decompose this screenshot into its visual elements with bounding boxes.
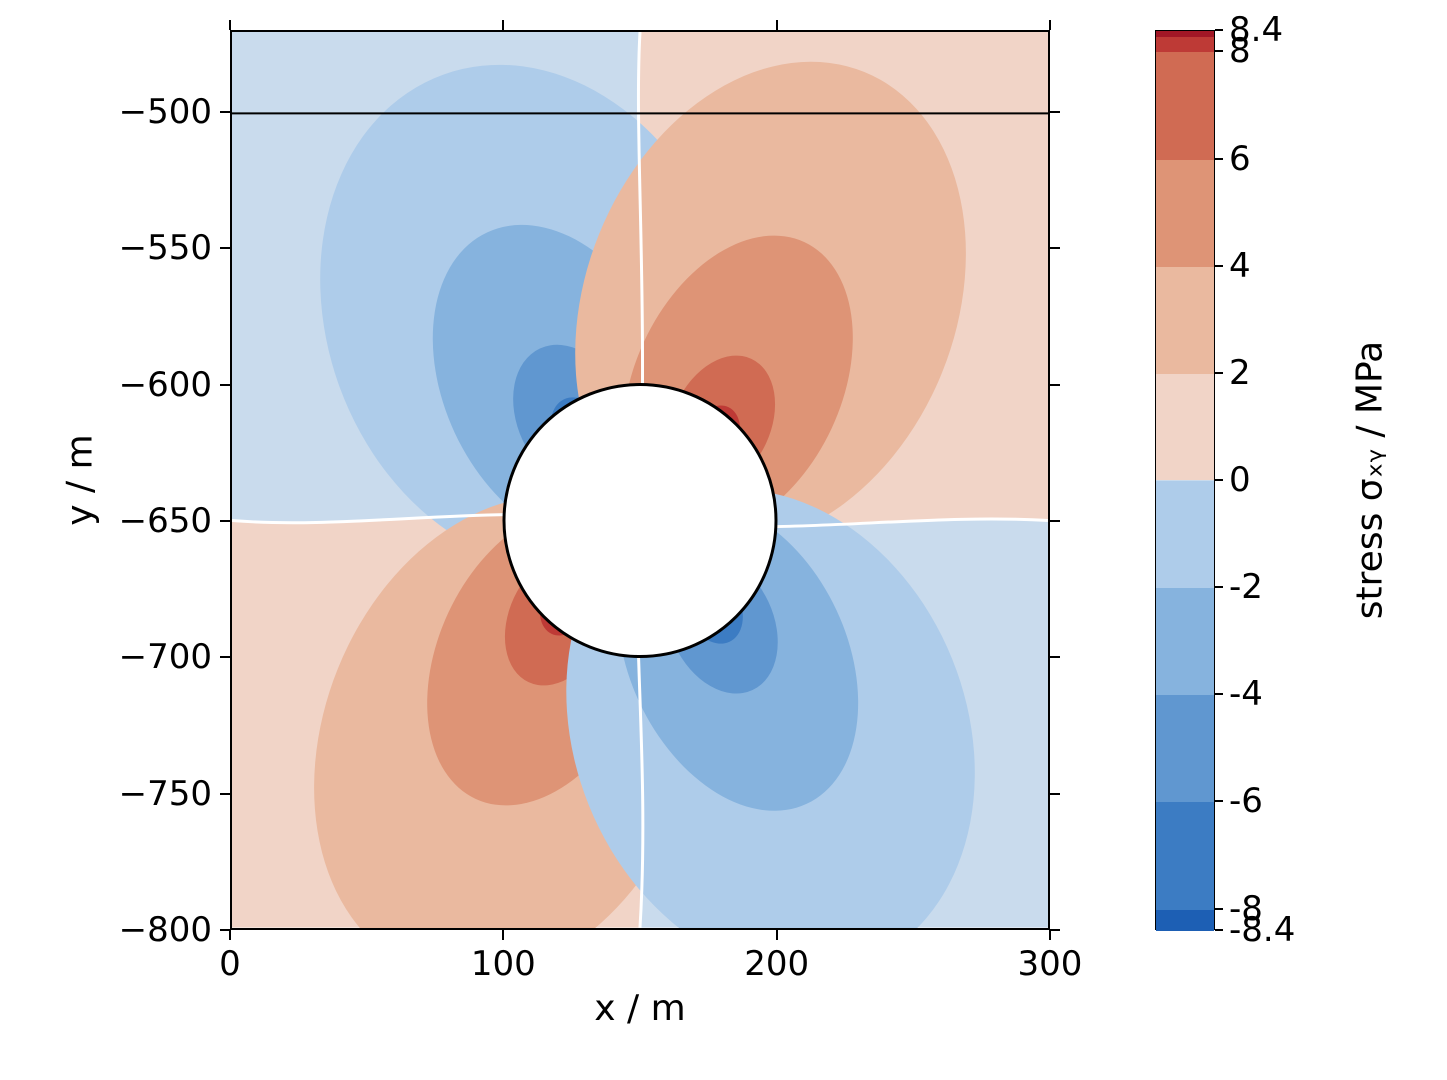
colorbar-tick-label: -2 (1229, 567, 1263, 607)
y-tick-mark (1050, 656, 1060, 658)
y-axis-label: y / m (60, 434, 101, 525)
colorbar-segment (1156, 480, 1214, 481)
x-tick-mark (502, 930, 504, 940)
y-tick-mark (1050, 793, 1060, 795)
colorbar-tick-mark (1215, 586, 1223, 588)
plot-svg (232, 32, 1048, 928)
x-tick-label: 100 (471, 944, 536, 984)
y-tick-label: −550 (119, 228, 212, 268)
y-tick-label: −650 (119, 501, 212, 541)
y-tick-label: −500 (119, 92, 212, 132)
y-tick-mark (1050, 929, 1060, 931)
colorbar-tick-label: -4 (1229, 674, 1263, 714)
colorbar-tick-mark (1215, 693, 1223, 695)
y-tick-mark (220, 656, 230, 658)
colorbar-tick-mark (1215, 29, 1223, 31)
colorbar-tick-mark (1215, 372, 1223, 374)
y-tick-label: −700 (119, 637, 212, 677)
colorbar-tick-label: -8 (1229, 889, 1263, 929)
colorbar-tick-mark (1215, 265, 1223, 267)
x-tick-mark (1049, 20, 1051, 30)
y-tick-mark (1050, 520, 1060, 522)
y-tick-mark (220, 111, 230, 113)
colorbar-tick-mark (1215, 50, 1223, 52)
x-tick-label: 0 (219, 944, 241, 984)
colorbar-tick-label: 2 (1229, 353, 1251, 393)
y-tick-label: −600 (119, 365, 212, 405)
y-tick-mark (220, 247, 230, 249)
y-tick-mark (220, 384, 230, 386)
x-tick-label: 300 (1018, 944, 1083, 984)
colorbar-segment (1156, 481, 1214, 588)
colorbar-tick-label: 0 (1229, 460, 1251, 500)
colorbar-segment (1156, 267, 1214, 374)
colorbar-segment (1156, 31, 1214, 37)
colorbar-segment (1156, 695, 1214, 802)
colorbar-label: stress σₓᵧ / MPa (1350, 341, 1391, 619)
colorbar-segment (1156, 160, 1214, 267)
y-tick-label: −800 (119, 910, 212, 950)
x-tick-mark (776, 930, 778, 940)
y-tick-mark (1050, 384, 1060, 386)
x-tick-mark (229, 20, 231, 30)
hole-circle (504, 385, 776, 657)
y-tick-label: −750 (119, 774, 212, 814)
x-tick-mark (502, 20, 504, 30)
colorbar-tick-label: 4 (1229, 246, 1251, 286)
y-tick-mark (1050, 247, 1060, 249)
colorbar-tick-mark (1215, 929, 1223, 931)
colorbar-tick-mark (1215, 800, 1223, 802)
contour-plot (230, 30, 1050, 930)
y-tick-mark (220, 929, 230, 931)
x-axis-label: x / m (594, 988, 685, 1029)
colorbar (1155, 30, 1215, 930)
colorbar-tick-label: -6 (1229, 781, 1263, 821)
figure: 0100200300 −800−750−700−650−600−550−500 … (0, 0, 1447, 1080)
colorbar-tick-label: 6 (1229, 139, 1251, 179)
x-tick-mark (1049, 930, 1051, 940)
y-tick-mark (220, 520, 230, 522)
colorbar-tick-label: 8.4 (1229, 10, 1283, 50)
x-tick-mark (776, 20, 778, 30)
x-tick-label: 200 (744, 944, 809, 984)
colorbar-tick-mark (1215, 479, 1223, 481)
colorbar-segment (1156, 374, 1214, 481)
y-tick-mark (1050, 111, 1060, 113)
colorbar-tick-mark (1215, 158, 1223, 160)
colorbar-segment (1156, 52, 1214, 159)
colorbar-segment (1156, 802, 1214, 909)
colorbar-segment (1156, 910, 1214, 931)
colorbar-tick-mark (1215, 908, 1223, 910)
colorbar-segment (1156, 588, 1214, 695)
y-tick-mark (220, 793, 230, 795)
x-tick-mark (229, 930, 231, 940)
